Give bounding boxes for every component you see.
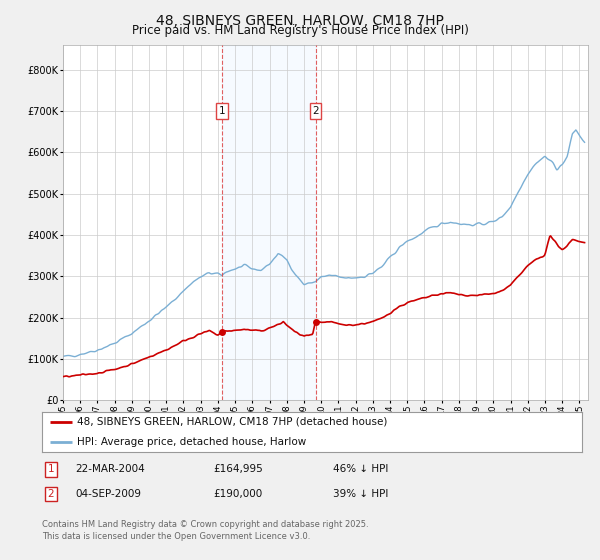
Text: 48, SIBNEYS GREEN, HARLOW, CM18 7HP: 48, SIBNEYS GREEN, HARLOW, CM18 7HP bbox=[156, 14, 444, 28]
Text: 04-SEP-2009: 04-SEP-2009 bbox=[75, 489, 141, 499]
Text: 1: 1 bbox=[47, 464, 55, 474]
Text: 2: 2 bbox=[312, 106, 319, 116]
Bar bbox=[222, 45, 316, 400]
Text: £190,000: £190,000 bbox=[213, 489, 262, 499]
Text: £164,995: £164,995 bbox=[213, 464, 263, 474]
Text: Price paid vs. HM Land Registry's House Price Index (HPI): Price paid vs. HM Land Registry's House … bbox=[131, 24, 469, 37]
Text: 2: 2 bbox=[47, 489, 55, 499]
Text: 1: 1 bbox=[218, 106, 225, 116]
Text: 39% ↓ HPI: 39% ↓ HPI bbox=[333, 489, 388, 499]
Text: 48, SIBNEYS GREEN, HARLOW, CM18 7HP (detached house): 48, SIBNEYS GREEN, HARLOW, CM18 7HP (det… bbox=[77, 417, 388, 427]
Text: Contains HM Land Registry data © Crown copyright and database right 2025.
This d: Contains HM Land Registry data © Crown c… bbox=[42, 520, 368, 541]
Text: 22-MAR-2004: 22-MAR-2004 bbox=[75, 464, 145, 474]
Text: HPI: Average price, detached house, Harlow: HPI: Average price, detached house, Harl… bbox=[77, 437, 307, 447]
Text: 46% ↓ HPI: 46% ↓ HPI bbox=[333, 464, 388, 474]
